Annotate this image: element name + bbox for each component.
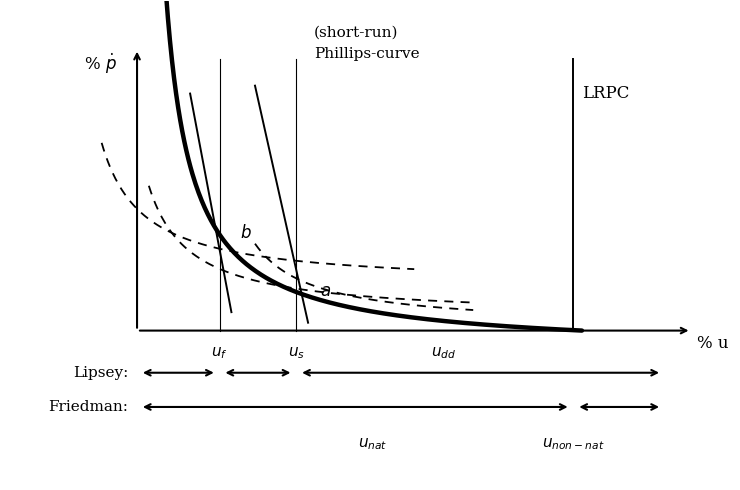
Text: $u_f$: $u_f$ (211, 345, 228, 361)
Text: $u_{non-nat}$: $u_{non-nat}$ (542, 436, 605, 452)
Text: $u_s$: $u_s$ (288, 345, 305, 361)
Text: $b$: $b$ (240, 224, 252, 242)
Text: % $\dot{p}$: % $\dot{p}$ (84, 51, 116, 75)
Text: $a$: $a$ (320, 283, 331, 300)
Text: $u_{dd}$: $u_{dd}$ (431, 345, 457, 361)
Text: Friedman:: Friedman: (48, 400, 128, 414)
Text: LRPC: LRPC (582, 85, 630, 102)
Text: Phillips-curve: Phillips-curve (314, 47, 420, 61)
Text: (short-run): (short-run) (314, 26, 398, 40)
Text: % u: % u (697, 335, 729, 351)
Text: $u_{nat}$: $u_{nat}$ (358, 436, 388, 452)
Text: Lipsey:: Lipsey: (73, 366, 128, 380)
